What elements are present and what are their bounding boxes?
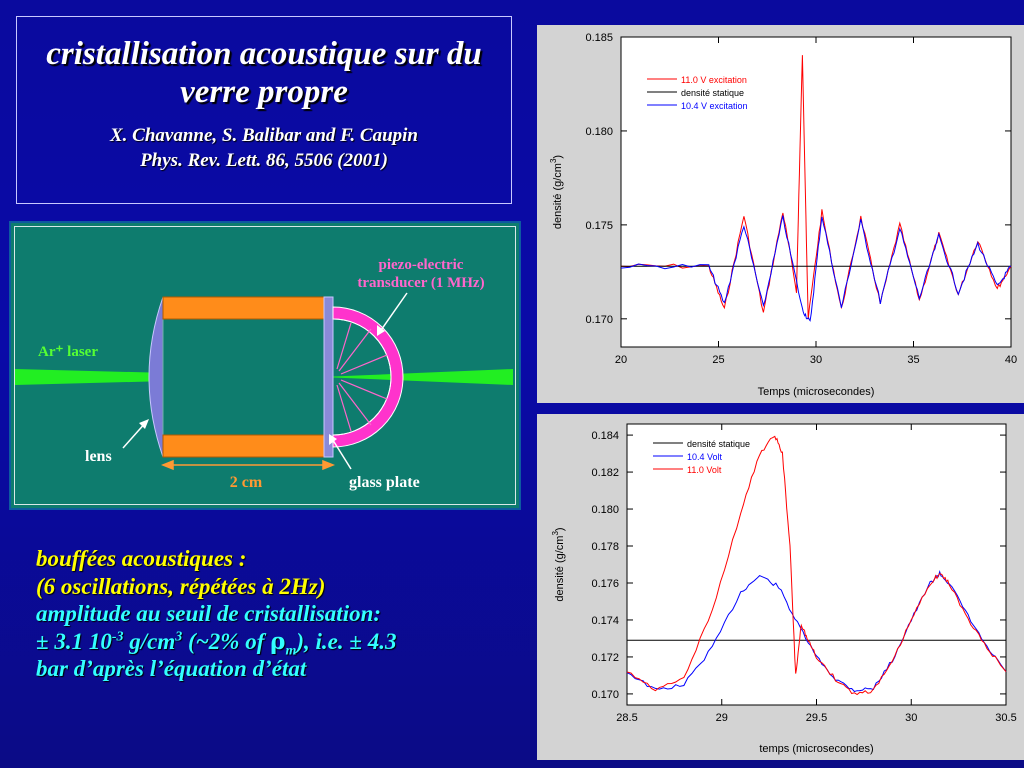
journal-reference: Phys. Rev. Lett. 86, 5506 (2001) xyxy=(140,150,388,171)
summary-line-2: (6 oscillations, répétées à 2Hz) xyxy=(36,573,326,599)
cell-wall-top xyxy=(162,296,326,320)
unit-exponent: 3 xyxy=(175,628,183,644)
transducer-label-1: piezo-electric xyxy=(379,257,464,273)
x-tick-label: 20 xyxy=(615,354,627,366)
y-tick-label: 0.170 xyxy=(585,314,613,326)
y-axis-label-close: ) xyxy=(552,155,564,159)
legend-label: 11.0 V excitation xyxy=(681,75,747,85)
y-axis-label-text: densité (g/cm xyxy=(552,163,564,229)
y-tick-label: 0.185 xyxy=(585,32,613,44)
lens-pointer-head xyxy=(139,419,149,429)
setup-diagram: piezo-electric transducer (1 MHz) Ar⁺ la… xyxy=(9,221,521,510)
amplitude-text-d: ), i.e. ± 4.3 xyxy=(296,628,397,654)
scale-label: 2 cm xyxy=(230,474,263,491)
x-tick-label: 30 xyxy=(905,712,917,724)
amplitude-text-b: g/cm xyxy=(123,628,176,654)
authors: X. Chavanne, S. Balibar and F. Caupin xyxy=(110,125,418,146)
diagram-frame xyxy=(14,226,516,505)
series-line xyxy=(626,435,1007,696)
x-tick-label: 30 xyxy=(810,354,822,366)
chart-svg: 20 25 30 35 40 0.170 0.175 0.180 0.185 Temps (mic… xyxy=(549,32,1017,398)
transducer-pointer xyxy=(378,292,408,334)
amplitude-exponent: -3 xyxy=(111,628,124,644)
y-tick-label: 0.178 xyxy=(591,541,619,553)
transducer-label-2: transducer (1 MHz) xyxy=(357,275,484,291)
glass-plate xyxy=(323,296,334,458)
glass-plate-pointer xyxy=(330,436,352,470)
diagram-svg: piezo-electric transducer (1 MHz) Ar⁺ la… xyxy=(15,257,513,491)
x-axis-label: Temps (microsecondes) xyxy=(758,386,875,398)
x-tick-label: 25 xyxy=(712,354,724,366)
amplitude-text-a: ± 3.1 10 xyxy=(36,628,112,654)
cell-wall-bottom xyxy=(162,434,326,458)
y-tick-label: 0.174 xyxy=(591,615,619,627)
legend-label: densité statique xyxy=(687,439,750,449)
rho-subscript: m xyxy=(285,643,297,659)
y-axis-label-close: ) xyxy=(554,527,566,531)
y-tick-label: 0.175 xyxy=(585,220,613,232)
legend-label: 10.4 Volt xyxy=(687,452,723,462)
y-axis-label: densité (g/cm3) xyxy=(549,155,564,229)
y-tick-label: 0.172 xyxy=(591,652,619,664)
x-tick-label: 29.5 xyxy=(806,712,827,724)
y-tick-label: 0.184 xyxy=(591,430,619,442)
scale-bar xyxy=(160,459,336,471)
lens xyxy=(148,296,164,458)
acoustic-rays xyxy=(336,322,388,432)
y-axis-label-text: densité (g/cm xyxy=(554,536,566,602)
y-axis-label: densité (g/cm3) xyxy=(551,527,566,601)
x-tick-label: 29 xyxy=(716,712,728,724)
lens-label: lens xyxy=(85,448,112,465)
x-axis-label: temps (microsecondes) xyxy=(759,743,873,755)
legend-label: 11.0 Volt xyxy=(687,465,722,475)
page-title: cristallisation acoustique sur du verre … xyxy=(46,36,482,110)
y-tick-label: 0.180 xyxy=(591,504,619,516)
plot-area xyxy=(626,423,1007,706)
y-axis-label-group: densité (g/cm3) xyxy=(551,527,566,601)
x-tick-label: 35 xyxy=(907,354,919,366)
summary-line-1: bouffées acoustiques : xyxy=(36,546,247,571)
y-axis-label-sup: 3 xyxy=(549,158,558,163)
laser-label: Ar⁺ laser xyxy=(38,344,98,360)
rho-symbol: ρ xyxy=(270,627,286,655)
summary-line-3: amplitude au seuil de cristallisation: xyxy=(36,601,382,626)
x-tick-label: 28.5 xyxy=(616,712,637,724)
chart-density-vs-time: 20 25 30 35 40 0.170 0.175 0.180 0.185 Temps (mic… xyxy=(537,25,1024,403)
summary-text: bouffées acoustiques : (6 oscillations, … xyxy=(36,545,516,683)
title-box: cristallisation acoustique sur du verre … xyxy=(16,16,512,204)
summary-line-4: ± 3.1 10-3 g/cm3 (~2% of ρm), i.e. ± 4.3 xyxy=(36,627,516,659)
glass-plate-pointer-head xyxy=(329,434,337,445)
y-tick-label: 0.182 xyxy=(591,467,619,479)
transducer-pointer-head xyxy=(377,325,385,336)
transducer-inner-arc xyxy=(332,318,392,436)
y-axis-label-sup: 3 xyxy=(551,531,560,536)
y-axis-label-group: densité (g/cm3) xyxy=(549,155,564,229)
summary-line-5: bar d’après l’équation d’état xyxy=(36,656,307,681)
y-tick-label: 0.170 xyxy=(591,689,619,701)
cell-body xyxy=(162,296,330,458)
y-tick-label: 0.176 xyxy=(591,578,619,590)
legend-label: 10.4 V excitation xyxy=(681,101,748,111)
y-tick-label: 0.180 xyxy=(585,126,613,138)
glass-plate-label: glass plate xyxy=(349,474,420,491)
x-tick-label: 30.5 xyxy=(995,712,1016,724)
chart-svg: 28.5 29 29.5 30 30.5 0.170 0.172 0.174 0.176 0.17… xyxy=(551,423,1017,755)
plot-area xyxy=(620,36,1012,348)
chart-density-zoom: 28.5 29 29.5 30 30.5 0.170 0.172 0.174 0.176 0.17… xyxy=(537,414,1024,760)
legend-label: densité statique xyxy=(681,88,744,98)
series-line xyxy=(620,215,1012,322)
series-line xyxy=(626,570,1007,693)
amplitude-text-c: (~2% of xyxy=(182,628,271,654)
x-tick-label: 40 xyxy=(1005,354,1017,366)
